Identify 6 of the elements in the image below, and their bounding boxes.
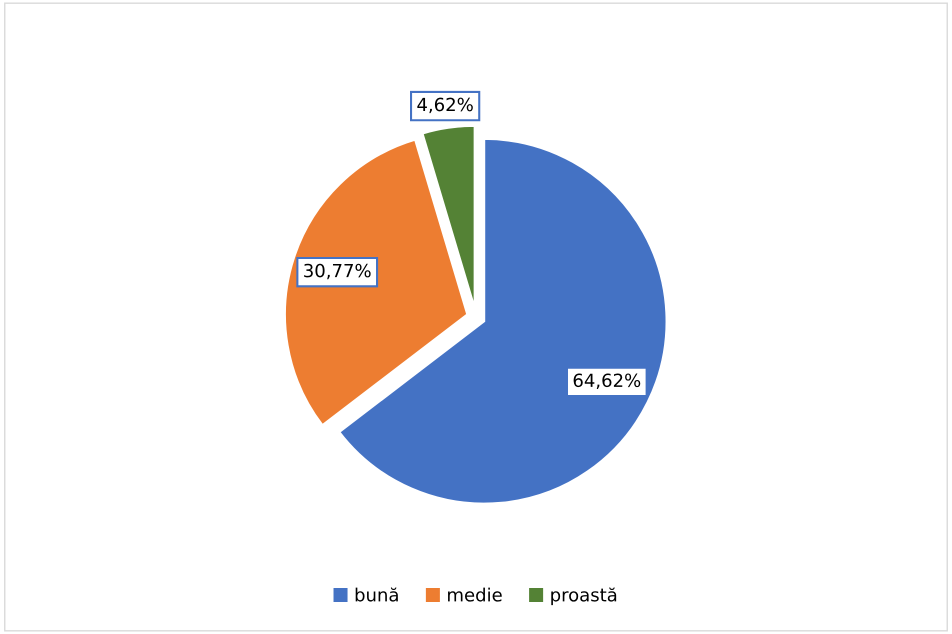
data-label: 30,77% xyxy=(304,264,371,280)
legend-label: proastă xyxy=(551,588,616,606)
legend-label: medie xyxy=(448,588,502,602)
data-label: 64,62% xyxy=(574,373,640,389)
data-label: 4,62% xyxy=(417,98,473,114)
legend-label: bună xyxy=(356,588,398,602)
